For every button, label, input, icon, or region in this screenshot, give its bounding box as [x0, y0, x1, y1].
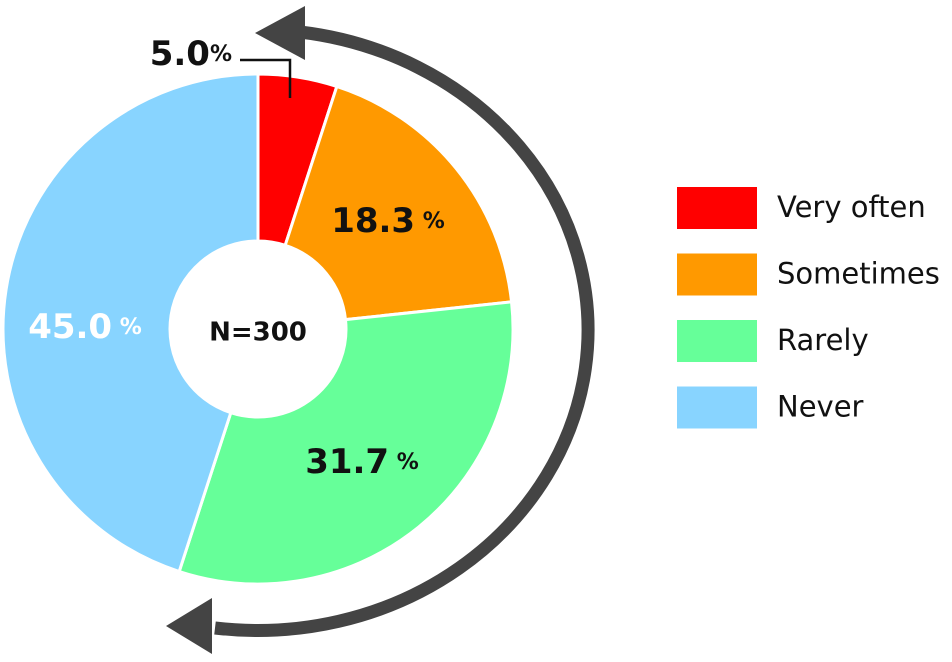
cycle-arrow	[214, 25, 595, 637]
legend-swatch	[677, 320, 757, 362]
arrow-head	[255, 6, 305, 60]
arrow-head	[166, 598, 212, 654]
legend-label: Sometimes	[777, 257, 940, 291]
legend: Very often Sometimes Rarely Never	[677, 187, 940, 429]
wedge	[177, 300, 515, 586]
wedge	[283, 84, 514, 322]
leader-line	[240, 58, 292, 98]
center-label: N=300	[209, 318, 307, 348]
legend-swatch	[677, 187, 757, 229]
wedge	[1, 72, 260, 574]
donut	[1, 72, 515, 586]
value-label: 18.3 %	[331, 201, 445, 241]
legend-label: Never	[777, 390, 864, 424]
legend-swatch	[677, 386, 757, 429]
value-label: 31.7 %	[305, 442, 419, 482]
legend-label: Very often	[777, 190, 926, 224]
value-label: 45.0 %	[28, 307, 142, 347]
value-label: 5.0%	[150, 34, 232, 74]
legend-label: Rarely	[777, 323, 869, 357]
value-labels: 5.0% 18.3 % 31.7 % 45.0 %	[28, 34, 445, 482]
legend-swatch	[677, 253, 757, 296]
